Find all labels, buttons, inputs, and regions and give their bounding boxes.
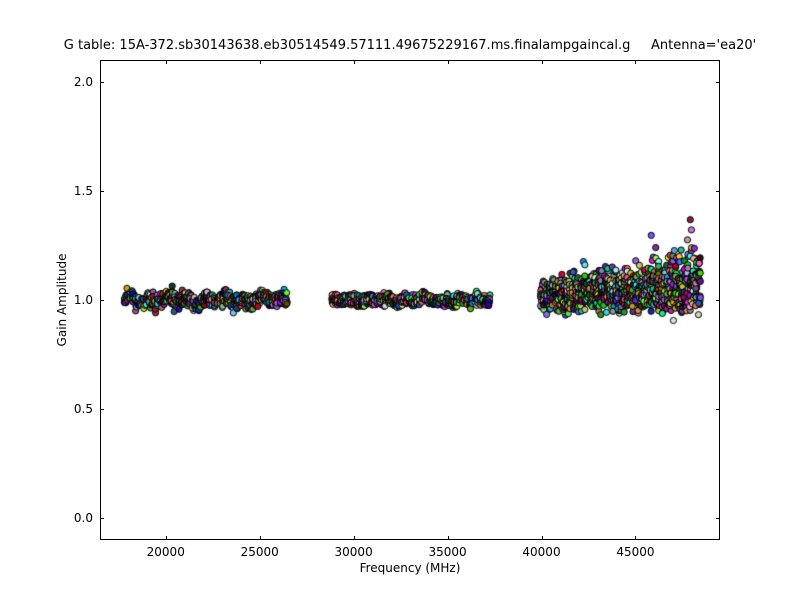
scatter-canvas — [100, 60, 720, 540]
y-tick-mark-left — [100, 81, 104, 83]
x-tick-mark-top — [447, 60, 449, 64]
x-tick-mark-bottom — [541, 536, 543, 540]
x-tick-mark-top — [541, 60, 543, 64]
x-tick-mark-bottom — [635, 536, 637, 540]
y-tick-mark-left — [100, 518, 104, 520]
y-tick-label: 0.5 — [73, 402, 93, 417]
x-tick-mark-top — [353, 60, 355, 64]
x-tick-mark-bottom — [165, 536, 167, 540]
x-tick-mark-top — [259, 60, 261, 64]
y-tick-label: 0.0 — [73, 511, 93, 526]
y-tick-mark-left — [100, 409, 104, 411]
y-tick-label: 2.0 — [73, 74, 93, 89]
y-tick-label: 1.5 — [73, 183, 93, 198]
y-tick-mark-right — [716, 300, 720, 301]
y-tick-mark-left — [100, 190, 104, 192]
x-tick-label: 40000 — [522, 545, 561, 559]
x-tick-label: 45000 — [616, 545, 655, 559]
y-tick-mark-right — [716, 190, 720, 192]
plot-area — [100, 60, 720, 540]
x-tick-mark-bottom — [353, 536, 355, 540]
x-tick-label: 30000 — [334, 545, 373, 559]
y-tick-mark-right — [716, 409, 720, 411]
y-tick-mark-right — [716, 518, 720, 520]
y-tick-mark-right — [716, 81, 720, 83]
x-tick-mark-bottom — [259, 536, 261, 540]
x-tick-label: 25000 — [240, 545, 279, 559]
x-tick-label: 35000 — [428, 545, 467, 559]
x-tick-mark-bottom — [447, 536, 449, 540]
x-tick-mark-top — [635, 60, 637, 64]
y-tick-label: 1.0 — [73, 293, 93, 307]
x-tick-mark-top — [165, 60, 167, 64]
x-axis-label: Frequency (MHz) — [359, 561, 461, 575]
y-axis-label: Gain Amplitude — [55, 253, 69, 347]
chart-title: G table: 15A-372.sb30143638.eb30514549.5… — [63, 38, 757, 53]
x-tick-label: 20000 — [146, 545, 185, 559]
y-tick-mark-left — [100, 300, 104, 301]
